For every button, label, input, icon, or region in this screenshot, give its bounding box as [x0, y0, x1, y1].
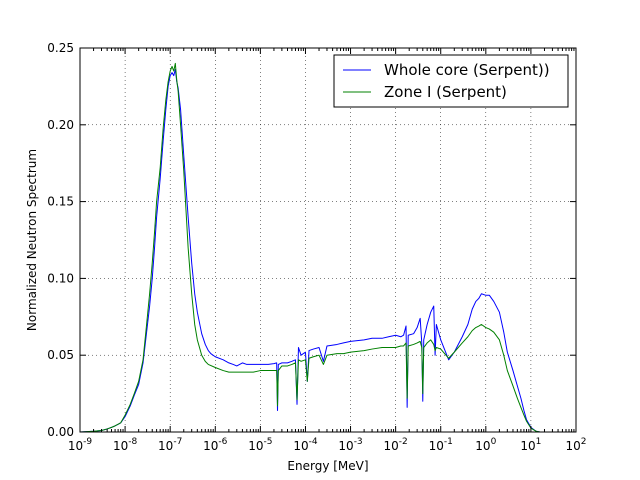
x-tick-label: 102: [565, 437, 586, 453]
y-tick-label: 0.00: [47, 425, 74, 439]
x-tick-label: 100: [475, 437, 496, 453]
x-tick-label: 10-5: [248, 437, 272, 453]
x-tick-label: 10-2: [384, 437, 408, 453]
y-tick-label: 0.15: [47, 195, 74, 209]
y-axis-label: Normalized Neutron Spectrum: [25, 149, 39, 331]
x-axis-label: Energy [MeV]: [287, 459, 368, 473]
y-tick-label: 0.25: [47, 41, 74, 55]
y-tick-label: 0.10: [47, 271, 74, 285]
y-tick-labels: 0.00 0.05 0.10 0.15 0.20 0.25: [47, 41, 74, 439]
x-tick-label: 10-9: [68, 437, 93, 453]
x-tick-label: 10-8: [113, 437, 138, 453]
series-line-zone-i: [79, 62, 541, 433]
x-tick-label: 10-6: [203, 437, 228, 453]
legend-label-whole-core: Whole core (Serpent)): [384, 61, 550, 79]
legend-box: [333, 54, 569, 108]
legend: Whole core (Serpent)) Zone I (Serpent): [333, 54, 569, 108]
x-tick-labels: 10-9 10-8 10-7 10-6 10-5 10-4 10-3 10-2 10-1 100 1…: [68, 437, 587, 453]
axis-ticks: [79, 47, 577, 433]
plot-frame: [79, 47, 577, 433]
legend-label-zone-i: Zone I (Serpent): [384, 83, 507, 101]
series-line-whole-core: [79, 69, 541, 433]
y-tick-label: 0.20: [47, 118, 74, 132]
x-tick-label: 10-7: [158, 437, 182, 453]
y-tick-label: 0.05: [47, 348, 74, 362]
series-lines: [79, 62, 541, 433]
x-tick-label: 101: [520, 437, 541, 453]
x-tick-label: 10-1: [429, 437, 453, 453]
x-tick-label: 10-4: [293, 437, 318, 453]
x-tick-label: 10-3: [338, 437, 362, 453]
